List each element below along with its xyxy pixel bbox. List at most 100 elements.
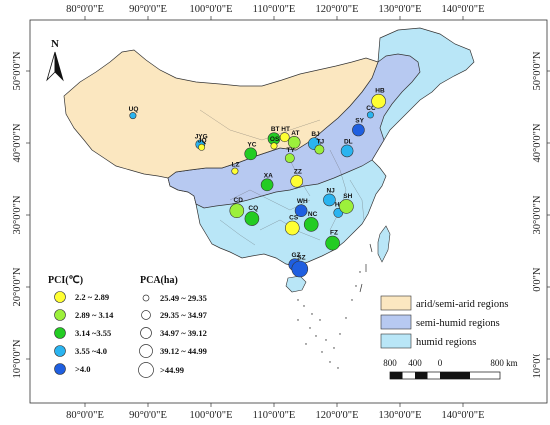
- city-label-zz: ZZ: [294, 169, 302, 176]
- city-label-os: OS: [270, 136, 280, 143]
- right-tick-label: 20°0'0"N: [532, 267, 543, 306]
- north-arrow: N: [46, 38, 64, 82]
- pci-legend-label: 2.89 ~ 3.14: [75, 310, 114, 320]
- pca-legend-swatch: [138, 362, 154, 378]
- pci-legend-label: >4.0: [75, 364, 90, 374]
- region-legend-swatch: [380, 295, 412, 311]
- city-marker-cc: [366, 111, 374, 119]
- left-tick-label: 50°0'0"N: [12, 51, 23, 90]
- left-tick-label: 10°0'0"N: [12, 339, 23, 378]
- pca-legend-title: PCA(ha): [140, 275, 178, 286]
- city-label-jyg: JYG: [195, 133, 208, 140]
- city-label-xa: XA: [264, 172, 273, 179]
- city-marker-zz: [290, 174, 304, 188]
- city-marker-xa: [260, 178, 274, 192]
- scale-bar: 800 400 0 800 km: [383, 358, 518, 380]
- bottom-tick-label: 90°0'0"E: [129, 410, 167, 421]
- city-label-wh: WH: [297, 198, 308, 205]
- pci-legend-label: 2.2 ~ 2.89: [75, 292, 109, 302]
- bottom-tick-label: 80°0'0"E: [66, 410, 104, 421]
- city-label-sy: SY: [355, 118, 364, 125]
- left-tick-label: 20°0'0"N: [12, 267, 23, 306]
- city-label-at: AT: [291, 130, 299, 137]
- city-marker-uq: [129, 112, 137, 120]
- left-tick-label: 30°0'0"N: [12, 195, 23, 234]
- city-label-sh: SH: [343, 193, 352, 200]
- pci-legend-title: PCI(℃): [48, 275, 83, 286]
- city-marker-ht: [279, 132, 290, 143]
- pci-legend-swatch: [54, 291, 66, 303]
- city-label-nj: NJ: [326, 187, 335, 194]
- pca-legend-swatch: [140, 327, 152, 339]
- nine-dash-line: [359, 243, 373, 293]
- right-tick-label: 40°0'0"N: [532, 123, 543, 162]
- top-tick-label: 140°0'0"E: [441, 4, 484, 15]
- city-label-cq: CQ: [248, 205, 258, 212]
- right-tick-label: 50°0'0"N: [532, 51, 543, 90]
- city-label-cd: CD: [234, 197, 244, 204]
- pci-legend: PCI(℃) 2.2 ~ 2.89 2.89 ~ 3.14 3.14 ~3.55…: [48, 275, 114, 375]
- city-label-nc: NC: [308, 211, 318, 218]
- bottom-tick-label: 130°0'0"E: [378, 410, 421, 421]
- city-marker-wh: [294, 204, 308, 217]
- city-label-bj: BJ: [311, 131, 320, 138]
- pci-legend-label: 3.55 ~4.0: [75, 346, 107, 356]
- city-marker-fz: [325, 235, 340, 251]
- left-tick-labels: 50°0'0"N 40°0'0"N 30°0'0"N 20°0'0"N 10°0…: [12, 51, 23, 378]
- arid-region: [63, 49, 379, 179]
- pca-legend-label: 39.12 ~ 44.99: [160, 346, 207, 356]
- city-label-tj: TJ: [317, 138, 325, 145]
- pci-legend-swatch: [54, 345, 66, 357]
- city-marker-sh: [339, 199, 354, 214]
- region-legend-swatch: [380, 314, 412, 330]
- pca-legend-swatch: [141, 310, 151, 320]
- bottom-tick-label: 120°0'0"E: [315, 410, 358, 421]
- bottom-tick-labels: 80°0'0"E 90°0'0"E 100°0'0"E 110°0'0"E 12…: [66, 410, 484, 421]
- city-label-cc: CC: [366, 105, 376, 112]
- pci-legend-swatch: [54, 327, 66, 339]
- city-label-lz: LZ: [232, 161, 240, 168]
- region-legend-swatch: [380, 333, 412, 349]
- city-marker-cq: [244, 211, 260, 226]
- city-label-uq: UQ: [129, 106, 139, 113]
- city-marker-dl: [340, 144, 354, 158]
- pca-legend-swatch: [139, 344, 153, 358]
- top-tick-label: 110°0'0"E: [253, 4, 296, 15]
- region-legend-label: arid/semi-arid regions: [416, 299, 508, 310]
- city-marker-os: [270, 142, 278, 150]
- pci-legend-swatch: [54, 363, 66, 375]
- right-tick-label: 10°0'0"N: [532, 339, 543, 378]
- city-marker-cd: [229, 203, 245, 218]
- city-label-jq: JQ: [198, 138, 207, 145]
- city-marker-jq: [198, 143, 206, 151]
- city-marker-tj: [314, 144, 325, 155]
- city-label-bt: BT: [271, 126, 280, 133]
- left-tick-label: 40°0'0"N: [12, 123, 23, 162]
- city-label-yc: YC: [247, 141, 256, 148]
- bottom-tick-label: 110°0'0"E: [253, 410, 296, 421]
- city-marker-sz: [291, 260, 309, 278]
- city-label-fz: FZ: [330, 230, 338, 237]
- right-tick-labels: 50°0'0"N 40°0'0"N 30°0'0"N 20°0'0"N 10°0…: [532, 51, 543, 378]
- south-sea-islands: [297, 271, 361, 369]
- region-legend-label: humid regions: [416, 337, 476, 348]
- pca-legend-label: 29.35 ~ 34.97: [160, 310, 208, 320]
- city-label-gz: GZ: [291, 252, 300, 259]
- city-marker-nc: [303, 217, 319, 232]
- pca-legend-label: >44.99: [160, 365, 184, 375]
- pca-legend: PCA(ha) 25.49 ~ 29.35 29.35 ~ 34.97 34.9…: [138, 275, 208, 378]
- scale-label: 400: [408, 358, 422, 368]
- bottom-tick-label: 100°0'0"E: [189, 410, 232, 421]
- city-marker-yc: [244, 147, 257, 161]
- city-marker-sy: [352, 123, 365, 137]
- city-label-cs: CS: [289, 215, 299, 222]
- top-tick-label: 130°0'0"E: [378, 4, 421, 15]
- city-marker-nj: [323, 193, 336, 207]
- city-label-dl: DL: [344, 138, 353, 145]
- top-tick-label: 120°0'0"E: [315, 4, 358, 15]
- pca-legend-swatch: [142, 294, 150, 302]
- city-label-ty: TY: [287, 147, 296, 154]
- pca-legend-label: 25.49 ~ 29.35: [160, 293, 207, 303]
